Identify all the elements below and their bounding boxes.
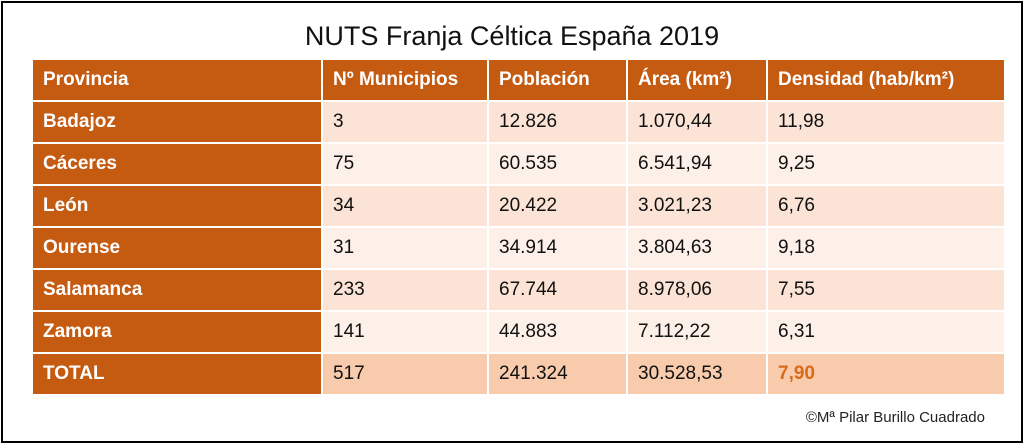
table-cell: 3.021,23 (628, 186, 766, 226)
row-header: TOTAL (33, 354, 321, 394)
table-cell: 9,25 (768, 144, 1004, 184)
table-cell: 7,55 (768, 270, 1004, 310)
table-cell: 517 (323, 354, 487, 394)
column-header: Población (489, 60, 626, 100)
table-cell: 233 (323, 270, 487, 310)
table-row: Salamanca 233 67.744 8.978,06 7,55 (33, 270, 1004, 310)
title: NUTS Franja Céltica España 2019 (304, 21, 720, 51)
credit: ©Mª Pilar Burillo Cuadrado (805, 409, 985, 426)
table-cell: 141 (323, 312, 487, 352)
table-cell: 6,76 (768, 186, 1004, 226)
row-header: Badajoz (33, 102, 321, 142)
row-header: Cáceres (33, 144, 321, 184)
table-cell: 31 (323, 228, 487, 268)
table-cell: 6,31 (768, 312, 1004, 352)
table-cell: 3.804,63 (628, 228, 766, 268)
column-header: Provincia (33, 60, 321, 100)
table-cell: 9,18 (768, 228, 1004, 268)
table-row: Badajoz 3 12.826 1.070,44 11,98 (33, 102, 1004, 142)
table-cell: 67.744 (489, 270, 626, 310)
column-header: Nº Municipios (323, 60, 487, 100)
table-row: Zamora 141 44.883 7.112,22 6,31 (33, 312, 1004, 352)
table-cell: 20.422 (489, 186, 626, 226)
table-cell: 7,90 (768, 354, 1004, 394)
table-cell: 44.883 (489, 312, 626, 352)
table-cell: 12.826 (489, 102, 626, 142)
table-cell: 60.535 (489, 144, 626, 184)
data-table: Provincia Nº Municipios Población Área (km²… (31, 58, 1006, 396)
table-cell: 6.541,94 (628, 144, 766, 184)
table-cell: 1.070,44 (628, 102, 766, 142)
table-cell: 7.112,22 (628, 312, 766, 352)
table-cell: 3 (323, 102, 487, 142)
row-header: Ourense (33, 228, 321, 268)
row-header: Salamanca (33, 270, 321, 310)
table-cell: 11,98 (768, 102, 1004, 142)
table-cell: 8.978,06 (628, 270, 766, 310)
table-cell: 241.324 (489, 354, 626, 394)
table-cell: 34.914 (489, 228, 626, 268)
column-header: Densidad (hab/km²) (768, 60, 1004, 100)
row-header: León (33, 186, 321, 226)
row-header: Zamora (33, 312, 321, 352)
table-cell: 30.528,53 (628, 354, 766, 394)
table-cell: 75 (323, 144, 487, 184)
table-row: Cáceres 75 60.535 6.541,94 9,25 (33, 144, 1004, 184)
table-row: Ourense 31 34.914 3.804,63 9,18 (33, 228, 1004, 268)
table-row: TOTAL 517 241.324 30.528,53 7,90 (33, 354, 1004, 394)
table-row: León 34 20.422 3.021,23 6,76 (33, 186, 1004, 226)
header-row: Provincia Nº Municipios Población Área (km²… (33, 60, 1004, 100)
table-cell: 34 (323, 186, 487, 226)
column-header: Área (km²) (628, 60, 766, 100)
